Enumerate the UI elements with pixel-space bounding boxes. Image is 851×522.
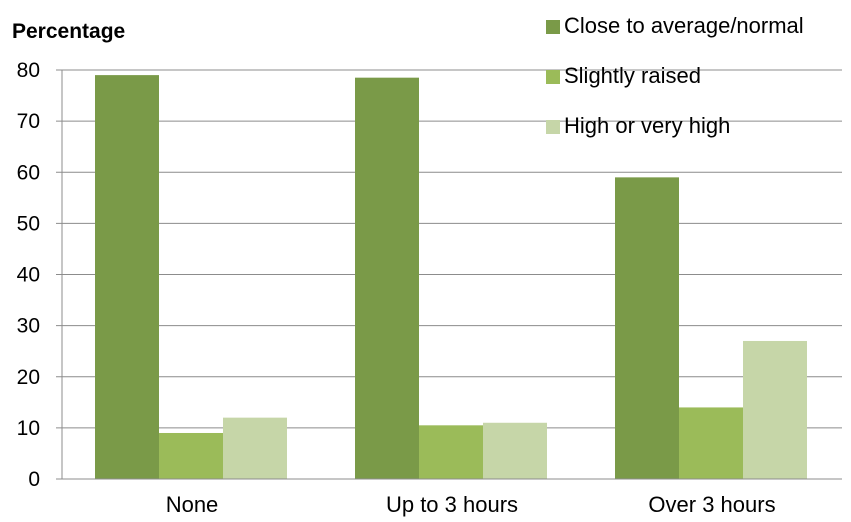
legend-label: High or very high xyxy=(564,113,730,138)
bar-3-2 xyxy=(483,422,547,479)
y-tick-label: 40 xyxy=(17,264,40,287)
x-category-label: Over 3 hours xyxy=(648,492,775,517)
bar-3-3 xyxy=(743,340,807,479)
legend-swatch xyxy=(546,20,560,34)
bar-1-1 xyxy=(95,75,159,480)
bar-3-1 xyxy=(223,417,287,479)
y-tick-label: 0 xyxy=(28,468,40,491)
x-axis-categories: None Up to 3 hours Over 3 hours xyxy=(166,492,776,517)
legend-label: Slightly raised xyxy=(564,63,701,88)
gridlines xyxy=(62,69,842,429)
bar-2-2 xyxy=(419,425,483,479)
legend-label: Close to average/normal xyxy=(564,13,804,38)
y-axis-ticks: 0 10 20 30 40 50 60 70 80 xyxy=(17,59,62,491)
y-tick-label: 70 xyxy=(17,110,40,133)
y-tick-label: 80 xyxy=(17,59,40,82)
legend-swatch xyxy=(546,120,560,134)
x-category-label: None xyxy=(166,492,219,517)
y-axis-title: Percentage xyxy=(12,20,125,43)
y-tick-label: 10 xyxy=(17,417,40,440)
legend: Close to average/normal Slightly raised Hi… xyxy=(546,13,804,138)
bar-2-3 xyxy=(679,407,743,479)
y-tick-label: 20 xyxy=(17,366,40,389)
x-category-label: Up to 3 hours xyxy=(386,492,518,517)
y-tick-label: 30 xyxy=(17,315,40,338)
bar-1-2 xyxy=(355,77,419,479)
bar-2-1 xyxy=(159,432,223,479)
y-tick-label: 60 xyxy=(17,161,40,184)
bars xyxy=(95,75,807,480)
legend-swatch xyxy=(546,70,560,84)
y-tick-label: 50 xyxy=(17,212,40,235)
bar-1-3 xyxy=(615,177,679,480)
